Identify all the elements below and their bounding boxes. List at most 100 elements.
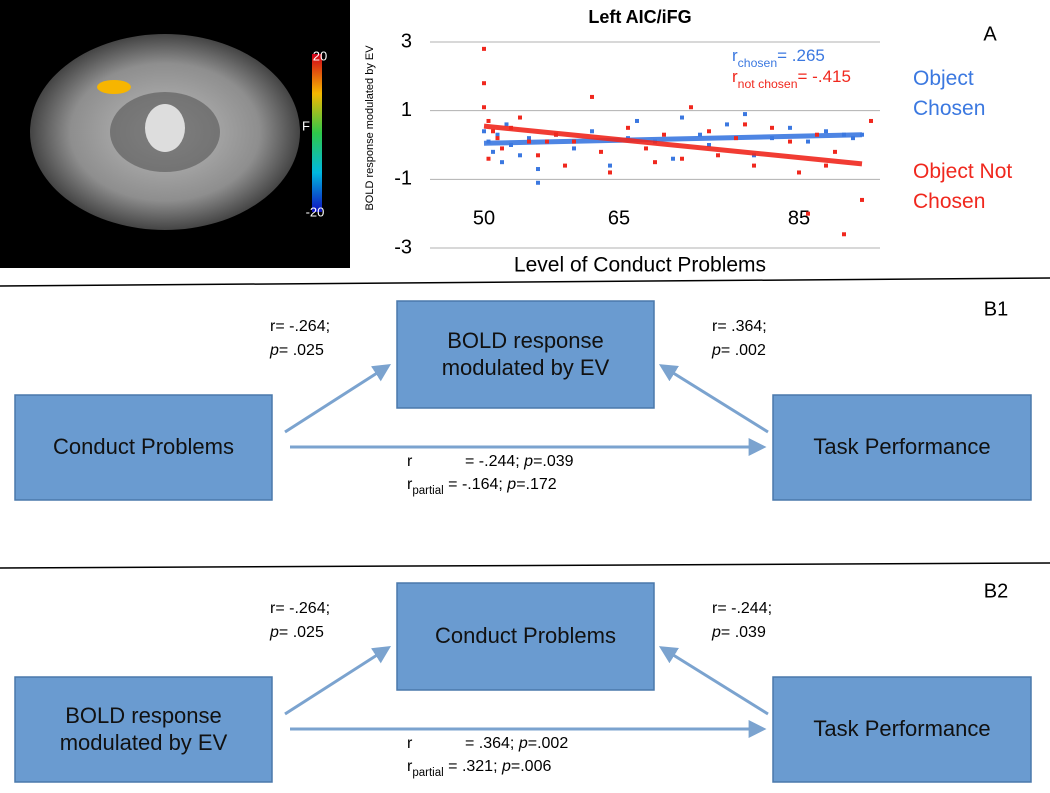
point [563,163,567,168]
edge-label: r= -.264; [270,318,330,335]
y-tick-label: 1 [401,99,412,121]
point [707,143,711,147]
x-tick-label: 85 [788,207,810,229]
point [860,197,864,202]
annotation-part: = .025 [279,624,324,641]
annotation: p= .025 [269,624,324,641]
annotation-part: = -.244; [465,453,524,470]
annotation: r [407,453,413,470]
annotation-part: = .321; [444,758,502,775]
annotation-part: p [269,342,279,359]
node-label: Task Performance [813,434,991,460]
point [486,118,491,123]
point [608,170,612,175]
annotation: p= .025 [269,342,324,359]
node-box [396,300,655,409]
annotation-part: = .025 [279,342,324,359]
arrow [658,364,769,434]
point [797,170,801,175]
annotation-part: p [506,476,516,493]
node-label: Task Performance [813,716,991,742]
point [680,156,684,161]
legend-entry-wrap: Object Not Chosen [913,160,1013,214]
annotation-part: = .002 [721,342,766,359]
annotation-part: =.006 [511,758,552,775]
point [788,125,792,130]
node-box [14,394,273,501]
point [527,136,531,141]
subscript: chosen [738,56,778,70]
point [815,132,819,137]
trend-line [483,123,863,167]
point [698,132,702,137]
edge-label: r= .364; [712,318,767,335]
node-label-wrap: Task Performance [813,716,991,742]
annotation: rpartial = -.164; p=.172 [407,476,557,497]
point [536,153,540,158]
node-box [772,676,1032,783]
annotation-part: p [711,342,721,359]
annotation-part: p [518,735,528,752]
separator [0,277,1050,287]
annotation-part: =.172 [516,476,557,493]
node-label-wrap: Conduct Problems [53,434,234,460]
panel-label: A [983,23,997,45]
subscript: partial [412,485,443,497]
legend-entry: Object Not Chosen [913,160,1013,214]
arrow [658,646,769,716]
annotation-part: =.039 [533,453,574,470]
point [500,146,504,151]
annotation-part: p [501,758,511,775]
x-tick-label: 65 [608,207,630,229]
annotation-part: = -.415 [798,67,851,86]
annotation-part: = .039 [721,624,766,641]
point [572,139,576,144]
chart-title: Left AIC/iFG [588,7,691,27]
y-tick-label: 3 [401,30,412,52]
point [680,115,684,120]
y-tick-label: -3 [394,236,412,258]
point [482,105,486,110]
annotation-part: r [407,735,413,752]
annotation-part: =.002 [528,735,569,752]
point [590,94,594,99]
annotation-part: p [711,624,721,641]
annotation: = -.244; p=.039 [465,453,574,470]
point [869,118,873,123]
activation-blob [97,80,131,94]
colorbar-min: -20 [306,204,325,219]
point [824,163,828,168]
point [590,129,594,134]
point [486,156,491,161]
node-label: Conduct Problems [435,623,616,649]
point [644,146,648,151]
x-tick-label: 50 [473,207,495,229]
annotation: r [407,735,413,752]
point [635,118,639,123]
point [662,132,666,137]
edge-label: r= -.264; [270,600,330,617]
point [824,129,828,134]
point [734,136,738,141]
x-axis-label: Level of Conduct Problems [514,254,766,277]
annotation: rpartial = .321; p=.006 [407,758,551,779]
point [500,160,504,165]
brain-midbrain [145,104,185,152]
annotation-part: = -.164; [444,476,508,493]
node-label: Conduct Problems [53,434,234,460]
point [770,125,774,130]
annotation: p= .039 [711,624,766,641]
point [491,149,495,154]
point [536,180,540,185]
point [495,132,500,137]
colorbar-max: 20 [313,48,327,63]
point [716,153,720,158]
point [653,160,657,165]
arrow [284,364,392,434]
point [725,122,729,127]
node-box [772,394,1032,501]
annotation-part: r [407,476,413,493]
point [671,156,675,161]
point [491,129,495,134]
annotation-part: = .364; [465,735,519,752]
